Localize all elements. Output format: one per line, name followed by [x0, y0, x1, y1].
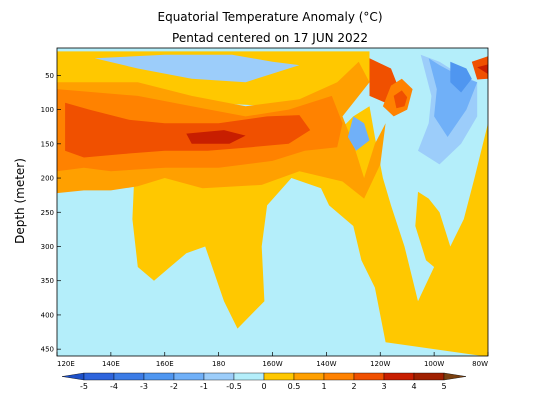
colorbar-label: 5: [441, 382, 446, 391]
y-tick-label: 300: [41, 243, 54, 251]
colorbar-label: -5: [80, 382, 88, 391]
colorbar-swatch: [413, 372, 445, 381]
anomaly-region-4: [65, 102, 311, 158]
colorbar-swatch: [233, 372, 265, 381]
y-axis-label: Depth (meter): [13, 158, 27, 244]
anomaly-region-9: [94, 54, 300, 83]
colorbar-swatch: [383, 372, 415, 381]
colorbar-label: 4: [411, 382, 416, 391]
colorbar-swatch: [143, 372, 175, 381]
anomaly-region-11: [428, 58, 478, 137]
x-tick-label: 120W: [370, 360, 390, 368]
colorbar-swatch: [323, 372, 355, 381]
y-tick-label: 50: [45, 72, 54, 80]
y-tick-label: 200: [41, 175, 54, 183]
colorbar-swatch: [173, 372, 205, 381]
anomaly-region-12: [450, 61, 472, 93]
colorbar-label: 0: [261, 382, 266, 391]
colorbar: -5 -4 -3 -2 -1 -0.5 0 0.5 1 2 3 4 5: [61, 372, 467, 391]
colorbar-label: -3: [140, 382, 148, 391]
colorbar-over-arrow: [443, 372, 467, 381]
y-tick-label: 350: [41, 277, 54, 285]
anomaly-region-13: [347, 116, 370, 151]
anomaly-region-14: [57, 212, 133, 356]
colorbar-label: 3: [381, 382, 386, 391]
x-tick-label: 100W: [424, 360, 444, 368]
colorbar-under-arrow: [61, 372, 85, 381]
colorbar-swatch: [293, 372, 325, 381]
anomaly-region-8: [393, 90, 408, 109]
anomaly-region-5: [186, 130, 246, 144]
y-axis: 50 100 150 200 250 300 350 400 450: [41, 72, 61, 354]
x-tick-label: 80W: [472, 360, 488, 368]
colorbar-swatch: [203, 372, 235, 381]
colorbar-label: -2: [170, 382, 178, 391]
colorbar-label: 2: [351, 382, 356, 391]
colorbar-label: -1: [200, 382, 208, 391]
y-tick-label: 250: [41, 209, 54, 217]
colorbar-swatch: [83, 372, 115, 381]
chart-subtitle: Pentad centered on 17 JUN 2022: [172, 31, 368, 45]
plot-area: [57, 48, 488, 356]
chart-title: Equatorial Temperature Anomaly (°C): [158, 10, 383, 24]
colorbar-label: 0.5: [288, 382, 301, 391]
colorbar-label: -4: [110, 382, 118, 391]
colorbar-swatch: [353, 372, 385, 381]
x-tick-label: 160E: [156, 360, 174, 368]
colorbar-swatch: [263, 372, 295, 381]
y-tick-label: 400: [41, 311, 54, 319]
x-axis: 120E 140E 160E 180 160W 140W 120W 100W 80W: [56, 352, 489, 368]
colorbar-label: 1: [321, 382, 326, 391]
y-tick-label: 450: [41, 346, 54, 354]
x-tick-label: 120E: [57, 360, 75, 368]
x-tick-label: 160W: [262, 360, 282, 368]
anomaly-region-16: [477, 64, 488, 74]
x-tick-label: 140E: [102, 360, 120, 368]
y-tick-label: 150: [41, 140, 54, 148]
colorbar-label: -0.5: [226, 382, 242, 391]
y-tick-label: 100: [41, 106, 54, 114]
x-tick-label: 140W: [316, 360, 336, 368]
x-tick-label: 180: [212, 360, 225, 368]
colorbar-swatch: [113, 372, 145, 381]
